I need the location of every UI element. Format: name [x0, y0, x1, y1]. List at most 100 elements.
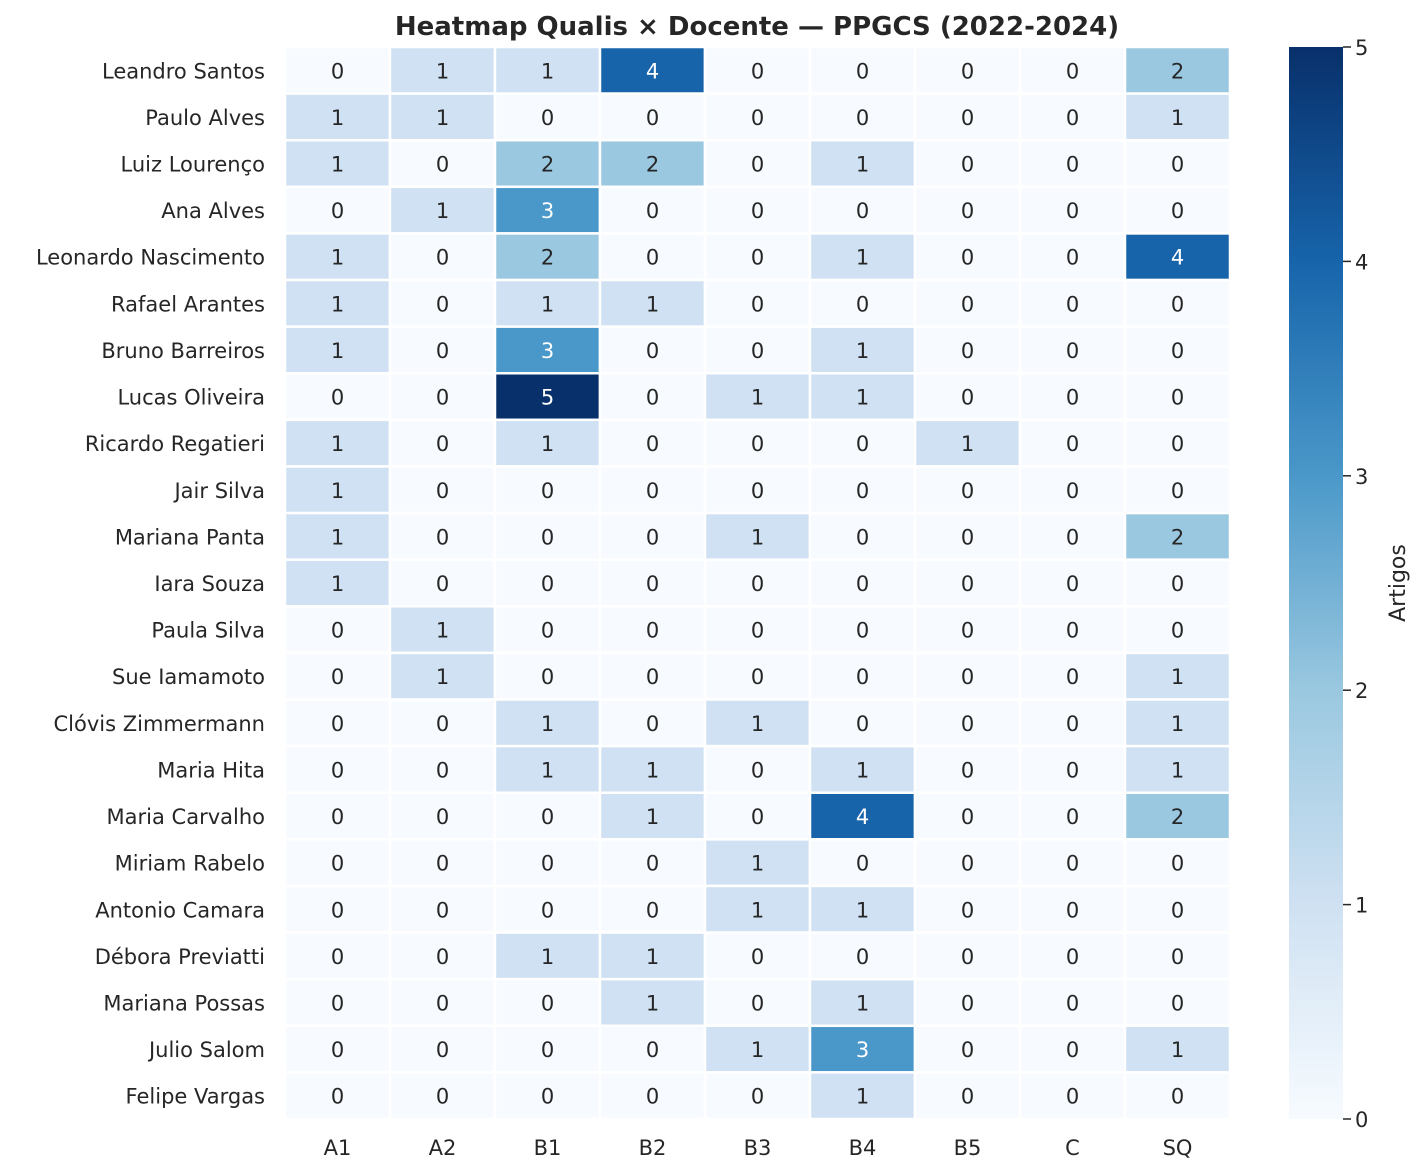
heatmap-cell [703, 418, 812, 468]
heatmap-cell [913, 325, 1022, 375]
cell-value-label: 0 [751, 199, 764, 223]
cell-value-label: 0 [856, 619, 869, 643]
heatmap-cell [913, 977, 1022, 1028]
cell-value-label: 0 [751, 805, 764, 829]
heatmap-cell [283, 325, 392, 375]
heatmap-cell [1018, 698, 1127, 748]
cell-value-label: 1 [856, 991, 869, 1015]
cell-value-label: 0 [1066, 991, 1079, 1015]
heatmap-cell [1123, 465, 1232, 515]
heatmap-cell [808, 698, 917, 748]
heatmap-cell [493, 92, 602, 142]
heatmap-cell [1018, 1024, 1127, 1074]
cell-value-label: 0 [646, 199, 659, 223]
heatmap-cell [283, 372, 392, 422]
cell-value-label: 1 [331, 292, 344, 316]
cell-value-label: 1 [646, 991, 659, 1015]
cell-value-label: 1 [436, 199, 449, 223]
y-tick-label: Sue Iamamoto [112, 665, 265, 689]
cell-value-label: 0 [961, 572, 974, 596]
cell-value-label: 0 [1066, 805, 1079, 829]
heatmap-cell [388, 698, 497, 748]
heatmap-cell [808, 884, 917, 934]
cell-value-label: 0 [961, 59, 974, 83]
cell-value-label: 0 [1066, 386, 1079, 410]
cell-value-label: 1 [331, 106, 344, 130]
heatmap-grid: 0 1 1 4 0 0 0 0 2 1 1 0 0 0 0 0 0 1 1 0 2 2 0 1 0 0 0 0 1 3 0 0 0 0 0 0 1 0 2 0… [283, 45, 1232, 1121]
cell-value-label: 0 [961, 945, 974, 969]
cell-value-label: 1 [331, 339, 344, 363]
cell-value-label: 0 [1171, 898, 1184, 922]
cell-value-label: 0 [541, 805, 554, 829]
heatmap-cell [388, 605, 497, 655]
cell-value-label: 0 [436, 339, 449, 363]
y-axis-tick-labels: Leandro Santos Paulo Alves Luiz Lourenço An… [36, 59, 265, 1108]
cell-value-label: 0 [961, 199, 974, 223]
cell-value-label: 0 [331, 619, 344, 643]
cell-value-label: 0 [436, 572, 449, 596]
cell-value-label: 4 [1171, 246, 1184, 270]
cell-value-label: 0 [541, 852, 554, 876]
cell-value-label: 0 [1171, 945, 1184, 969]
heatmap-cell [493, 418, 602, 468]
cell-value-label: 0 [646, 525, 659, 549]
cell-value-label: 1 [436, 106, 449, 130]
heatmap-cell [1123, 651, 1232, 701]
heatmap-cell [808, 232, 917, 282]
heatmap-cell [703, 372, 812, 422]
cell-value-label: 0 [331, 945, 344, 969]
cell-value-label: 2 [1171, 59, 1184, 83]
cell-value-label: 1 [541, 945, 554, 969]
cell-value-label: 5 [541, 386, 554, 410]
y-tick-label: Julio Salom [147, 1038, 265, 1062]
y-tick-label: Luiz Lourenço [121, 153, 265, 177]
cell-value-label: 0 [856, 572, 869, 596]
heatmap-cell [808, 791, 917, 841]
cell-value-label: 0 [856, 292, 869, 316]
cell-value-label: 0 [436, 852, 449, 876]
cell-value-label: 0 [1171, 386, 1184, 410]
heatmap-cell [493, 558, 602, 608]
cell-value-label: 0 [751, 619, 764, 643]
cell-value-label: 0 [436, 1085, 449, 1109]
cell-value-label: 1 [751, 898, 764, 922]
cell-value-label: 0 [1066, 665, 1079, 689]
y-tick-label: Miriam Rabelo [115, 852, 265, 876]
cell-value-label: 0 [331, 1038, 344, 1062]
cell-value-label: 0 [751, 432, 764, 456]
cell-value-label: 0 [751, 153, 764, 177]
cell-value-label: 0 [1066, 432, 1079, 456]
heatmap-cell [493, 278, 602, 328]
heatmap-cell [913, 465, 1022, 515]
colorbar-gradient [1289, 47, 1343, 1119]
cell-value-label: 0 [751, 292, 764, 316]
heatmap-cell [1018, 744, 1127, 794]
cell-value-label: 0 [751, 59, 764, 83]
heatmap-cell [493, 698, 602, 748]
cell-value-label: 0 [961, 153, 974, 177]
cell-value-label: 0 [331, 758, 344, 782]
cell-value-label: 0 [751, 945, 764, 969]
cell-value-label: 0 [1066, 572, 1079, 596]
cell-value-label: 0 [1066, 852, 1079, 876]
cell-value-label: 0 [751, 479, 764, 503]
heatmap-cell [703, 931, 812, 981]
heatmap-cell [388, 838, 497, 888]
cell-value-label: 0 [541, 619, 554, 643]
heatmap-cell [1123, 931, 1232, 981]
heatmap-cell [808, 45, 917, 95]
heatmap-cell [598, 372, 707, 422]
heatmap-cell [1123, 418, 1232, 468]
cell-value-label: 0 [1066, 1038, 1079, 1062]
x-tick-label: B1 [534, 1136, 562, 1160]
cell-value-label: 0 [436, 712, 449, 736]
cell-value-label: 0 [331, 712, 344, 736]
cell-value-label: 0 [1171, 619, 1184, 643]
cell-value-label: 0 [331, 59, 344, 83]
cell-value-label: 0 [1066, 292, 1079, 316]
cell-value-label: 0 [541, 1085, 554, 1109]
cell-value-label: 0 [856, 106, 869, 130]
y-tick-label: Antonio Camara [95, 898, 265, 922]
x-tick-label: C [1065, 1136, 1080, 1160]
